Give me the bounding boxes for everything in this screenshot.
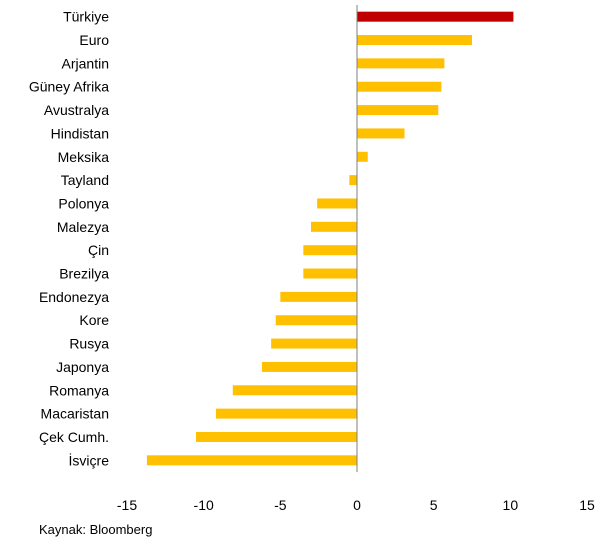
- bar-5: [357, 128, 405, 139]
- x-tick-label: 15: [579, 497, 595, 513]
- category-label: Brezilya: [59, 266, 109, 282]
- bar-11: [303, 268, 357, 279]
- bar-16: [232, 385, 357, 396]
- category-label: Meksika: [58, 149, 110, 165]
- bar-2: [357, 58, 445, 69]
- bar-10: [303, 245, 357, 256]
- category-label: Euro: [79, 32, 109, 48]
- category-label: Malezya: [57, 219, 109, 235]
- bar-15: [261, 361, 357, 372]
- category-label: Kore: [79, 312, 109, 328]
- category-label: Tayland: [61, 172, 109, 188]
- category-label: Arjantin: [62, 55, 109, 71]
- category-label: Çin: [88, 242, 109, 258]
- bar-13: [275, 315, 357, 326]
- category-label: Endonezya: [39, 289, 109, 305]
- x-tick-label: -10: [194, 497, 214, 513]
- bars-group: [146, 11, 514, 466]
- category-label: Türkiye: [63, 9, 109, 25]
- x-tick-label: -15: [117, 497, 137, 513]
- bar-17: [215, 408, 357, 419]
- bar-8: [317, 198, 357, 209]
- bar-0: [357, 11, 514, 22]
- category-label: Macaristan: [41, 406, 109, 422]
- category-label: Hindistan: [51, 125, 109, 141]
- bar-19: [146, 455, 357, 466]
- bar-6: [357, 151, 368, 162]
- category-label: Polonya: [58, 195, 109, 211]
- bar-9: [311, 221, 357, 232]
- bar-3: [357, 81, 442, 92]
- x-tick-label: 10: [503, 497, 519, 513]
- category-label: Çek Cumh.: [39, 429, 109, 445]
- category-label: İsviçre: [69, 451, 110, 468]
- bar-18: [196, 431, 357, 442]
- category-labels: Türkiye Euro Arjantin Güney Afrika Avustraly…: [29, 9, 109, 469]
- category-label: Rusya: [69, 336, 109, 352]
- x-tick-label: -5: [274, 497, 287, 513]
- x-tick-labels: -15 -10 -5 0 5 10 15: [117, 497, 595, 513]
- bar-14: [271, 338, 357, 349]
- x-tick-label: 5: [430, 497, 438, 513]
- x-tick-label: 0: [353, 497, 361, 513]
- bar-12: [280, 291, 357, 302]
- category-label: Güney Afrika: [29, 79, 109, 95]
- category-label: Avustralya: [44, 102, 109, 118]
- category-label: Romanya: [49, 382, 109, 398]
- source-note: Kaynak: Bloomberg: [39, 522, 153, 537]
- category-label: Japonya: [56, 359, 109, 375]
- bar-1: [357, 35, 472, 46]
- bar-7: [349, 175, 357, 186]
- bar-4: [357, 105, 439, 116]
